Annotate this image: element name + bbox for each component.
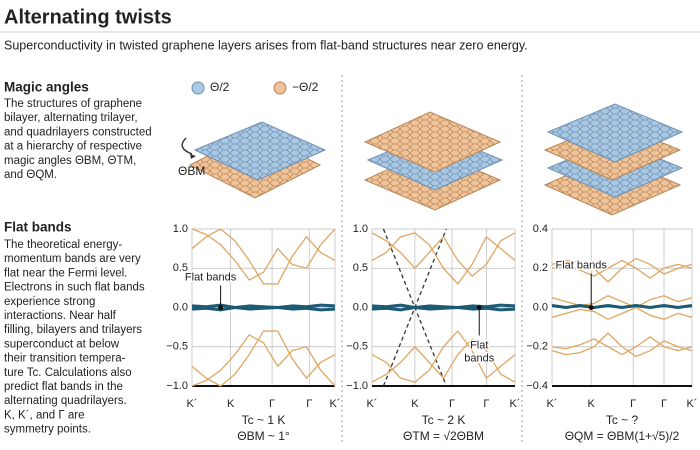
annotation-point (588, 305, 594, 310)
band-line (551, 257, 693, 283)
paragraph-line: The theoretical energy- (4, 239, 122, 251)
paragraph-line: interactions. Near half (4, 310, 117, 322)
section-heading: Magic angles (4, 80, 89, 95)
trilayer-illustration (363, 111, 504, 211)
y-tick-label: −0.5 (346, 341, 368, 353)
x-tick-label: Γ (661, 398, 667, 410)
x-tick-label: K´ (547, 398, 558, 410)
annotation-label: Flat bands (556, 259, 608, 271)
x-tick-label: K (411, 398, 419, 410)
paragraph-line: their transition tempera- (4, 353, 126, 365)
paragraph-line: Electrons in such flat bands (4, 282, 145, 294)
paragraph-line: filling, bilayers and trilayers (4, 324, 142, 336)
band-line (191, 306, 336, 312)
annotation-label: Flat bands (185, 271, 237, 283)
paragraph-line: bilayer, alternating trilayer, (4, 112, 138, 124)
legend-label: Θ/2 (210, 80, 230, 94)
band-line (191, 228, 336, 281)
band-line (551, 336, 693, 356)
x-tick-label: Γ (449, 398, 455, 410)
band-line (371, 232, 516, 285)
annotation-point (476, 305, 482, 310)
paragraph-line: magic angles ΘBM, ΘTM, (4, 155, 136, 167)
x-tick-label: K´ (187, 398, 198, 410)
x-tick-label: K´ (330, 398, 341, 410)
y-tick-label: 1.0 (173, 223, 188, 235)
angle-label: ΘBM (178, 164, 205, 178)
paragraph-line: flat near the Fermi level. (4, 267, 127, 279)
band-charts: 1.0 0.5 0.0 −0.5 −1.0 K´ K Γ Γ K´ Flat bands Tc ~ 1… (166, 223, 697, 443)
paragraph-line: and ΘQM. (4, 169, 57, 181)
section-heading: Flat bands (4, 220, 72, 235)
paragraph-line: superconduct at below (4, 338, 120, 350)
chart-caption: Tc ~ ? (606, 413, 639, 427)
x-tick-label: K´ (687, 398, 698, 410)
bilayer-illustration (181, 121, 327, 199)
annotation-label: bands (464, 352, 494, 364)
y-tick-label: −0.2 (526, 341, 548, 353)
paragraph-line: symmetry points. (4, 424, 91, 436)
paragraph-line: at a hierarchy of respective (4, 141, 142, 153)
band-line (191, 228, 336, 285)
chart-caption: ΘBM ~ 1° (237, 429, 290, 443)
quadrilayer-illustration (543, 103, 684, 216)
y-tick-label: 0.5 (173, 262, 188, 274)
band-line (371, 232, 516, 277)
y-tick-label: −1.0 (166, 380, 188, 392)
annotation-point (218, 305, 224, 310)
paragraph-line: The structures of graphene (4, 98, 142, 110)
band-line (371, 330, 516, 383)
sidebar: The structures of graphene bilayer, alter… (4, 98, 152, 436)
band-line (371, 303, 516, 309)
paragraph-line: predict flat bands in the (4, 381, 123, 393)
band-line (551, 295, 693, 309)
y-tick-label: 1.0 (353, 223, 368, 235)
paragraph-line: K, K´, and Γ are (4, 409, 84, 421)
y-tick-label: −0.4 (526, 380, 548, 392)
subtitle: Superconductivity in twisted graphene la… (4, 38, 528, 52)
x-tick-label: K (227, 398, 235, 410)
paragraph-line: experience strong (4, 296, 95, 308)
legend-swatch (273, 81, 287, 95)
paragraph-line: and quadrilayers constructed (4, 126, 152, 138)
band-line (191, 334, 336, 387)
y-tick-label: −1.0 (346, 380, 368, 392)
x-tick-label: Γ (306, 398, 312, 410)
band-line (551, 306, 693, 320)
chart-caption: Tc ~ 2 K (422, 413, 466, 427)
y-tick-label: 0.4 (533, 223, 548, 235)
legend-swatch (191, 81, 205, 95)
y-tick-label: −0.5 (166, 341, 188, 353)
x-tick-label: K´ (510, 398, 521, 410)
paragraph-line: ture Tc. Calculations also (4, 367, 132, 379)
y-tick-label: 0.2 (533, 262, 548, 274)
x-tick-label: Γ (483, 398, 489, 410)
chart-caption: ΘQM = ΘBM(1+√5)/2 (565, 429, 680, 443)
paragraph-line: alternating quadrilayers. (4, 395, 127, 407)
paragraph-line: momentum bands are very (4, 253, 141, 265)
band-line (371, 306, 516, 312)
x-tick-label: K (588, 398, 596, 410)
band-line (191, 330, 336, 387)
y-tick-label: 0.0 (353, 301, 368, 313)
band-line (551, 304, 693, 309)
title: Alternating twists (4, 6, 172, 28)
x-tick-label: Γ (269, 398, 275, 410)
band-line (191, 303, 336, 309)
y-tick-label: 0.5 (353, 262, 368, 274)
band-line (551, 259, 693, 279)
annotation-label: Flat (470, 339, 488, 351)
x-tick-label: Γ (630, 398, 636, 410)
y-tick-label: 0.0 (173, 301, 188, 313)
y-tick-label: 0.0 (533, 301, 548, 313)
band-line (371, 338, 516, 383)
chart-caption: ΘTM = √2ΘBM (403, 429, 484, 443)
legend-label: −Θ/2 (292, 80, 319, 94)
band-line (551, 332, 693, 358)
x-tick-label: K´ (367, 398, 378, 410)
chart-caption: Tc ~ 1 K (242, 413, 286, 427)
